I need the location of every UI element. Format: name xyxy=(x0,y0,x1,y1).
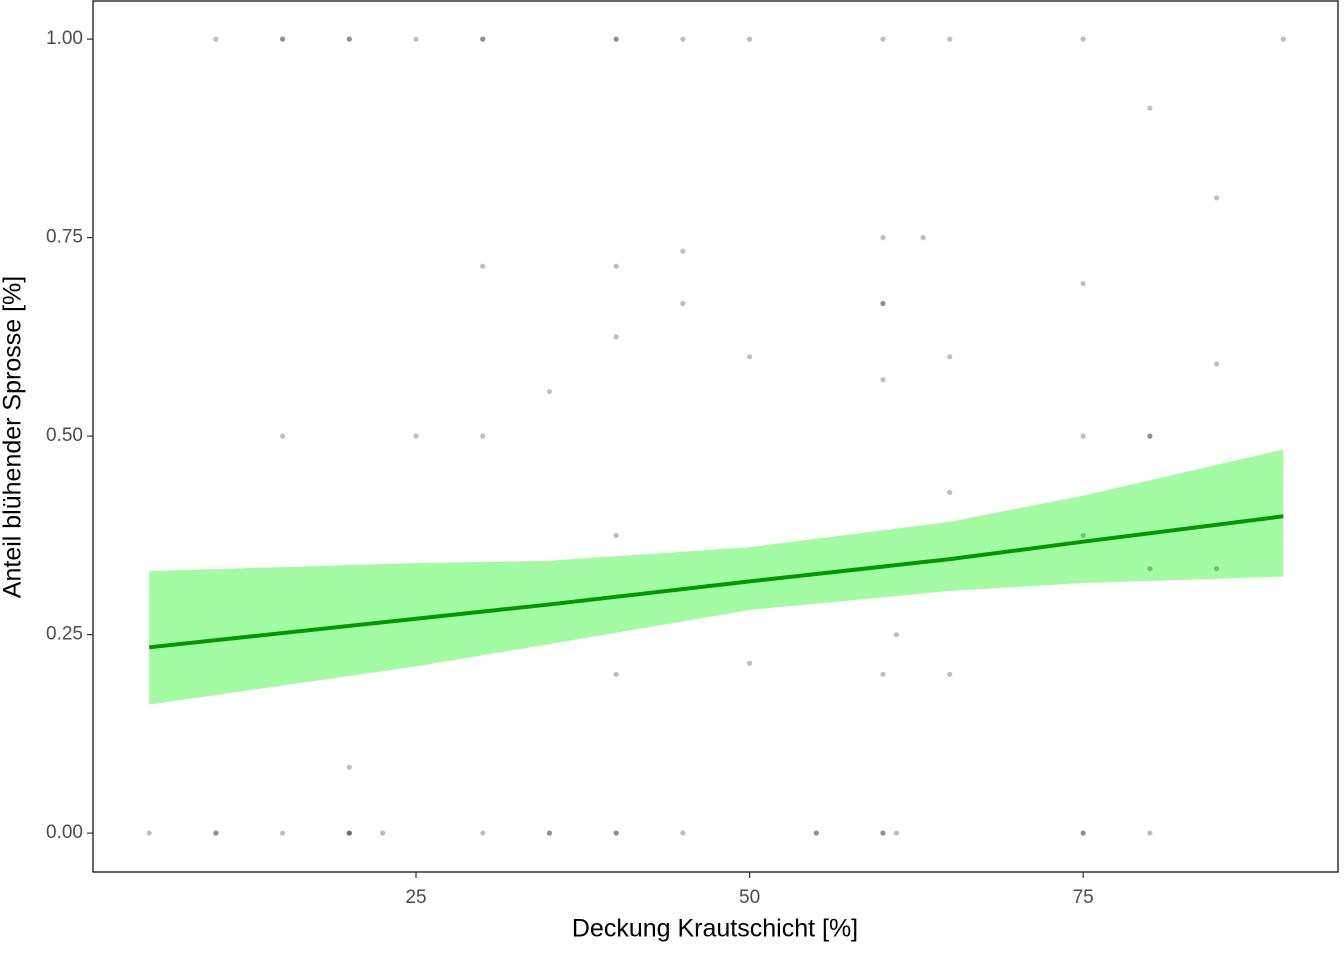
data-point xyxy=(1213,361,1220,367)
fit-line xyxy=(148,514,1284,650)
data-point xyxy=(947,36,953,42)
data-point xyxy=(346,36,352,42)
y-axis-title: Anteil blühender Sprosse [%] xyxy=(0,276,27,598)
data-point xyxy=(746,354,753,360)
data-point xyxy=(880,300,886,307)
data-point xyxy=(346,764,352,770)
data-point xyxy=(1080,281,1086,287)
data-point xyxy=(546,389,553,395)
data-point xyxy=(893,631,899,638)
data-point xyxy=(1147,433,1153,439)
data-point xyxy=(880,830,886,836)
data-point xyxy=(546,830,553,836)
data-point xyxy=(680,830,686,836)
data-point xyxy=(1213,566,1220,572)
data-point xyxy=(920,235,926,241)
data-point xyxy=(346,830,352,836)
data-point xyxy=(279,36,286,42)
data-point xyxy=(1080,532,1086,538)
y-tick-label: 0.00 xyxy=(46,822,83,843)
data-point xyxy=(813,830,819,836)
y-tick-label: 0.25 xyxy=(46,624,83,645)
data-point xyxy=(880,300,886,307)
data-point xyxy=(613,671,619,677)
data-point xyxy=(279,433,286,439)
data-point xyxy=(613,334,619,340)
data-point xyxy=(146,830,152,836)
data-point xyxy=(680,300,686,307)
data-point xyxy=(613,830,619,836)
data-point xyxy=(947,354,953,360)
y-tick-label: 0.75 xyxy=(46,227,83,248)
data-point xyxy=(613,263,619,269)
data-point xyxy=(346,830,352,836)
data-point xyxy=(213,36,219,42)
x-tick-label: 75 xyxy=(1073,887,1094,908)
data-point xyxy=(279,36,286,42)
data-point xyxy=(1280,36,1286,42)
data-point xyxy=(279,830,286,836)
data-point xyxy=(1147,566,1153,572)
data-point xyxy=(380,830,386,836)
data-point xyxy=(346,36,352,42)
data-point xyxy=(480,830,486,836)
data-point xyxy=(1147,105,1153,111)
data-point xyxy=(680,248,686,254)
data-point xyxy=(1080,830,1086,836)
data-point xyxy=(346,830,352,836)
data-point xyxy=(813,830,819,836)
data-point xyxy=(947,489,953,496)
x-axis-title: Deckung Krautschicht [%] xyxy=(572,915,858,943)
x-tick-label: 50 xyxy=(739,887,760,908)
data-point xyxy=(480,36,486,42)
data-point xyxy=(1147,830,1153,836)
data-point xyxy=(1080,830,1086,836)
data-point xyxy=(480,263,486,269)
data-point xyxy=(213,830,219,836)
data-point xyxy=(613,830,619,836)
data-point xyxy=(546,830,553,836)
y-tick-label: 1.00 xyxy=(46,28,83,49)
data-point xyxy=(880,377,886,383)
data-point xyxy=(613,36,619,42)
data-point xyxy=(1213,195,1220,201)
data-point xyxy=(880,830,886,836)
y-tick-label: 0.50 xyxy=(46,425,83,446)
confidence-band xyxy=(149,449,1284,705)
x-tick-label: 25 xyxy=(405,887,426,908)
data-point xyxy=(1080,36,1086,42)
data-point xyxy=(880,671,886,677)
data-point xyxy=(613,36,619,42)
data-point xyxy=(413,36,419,42)
data-point xyxy=(1147,433,1153,439)
data-point xyxy=(680,36,686,42)
data-point xyxy=(893,830,899,836)
data-point xyxy=(213,830,219,836)
data-point xyxy=(947,671,953,677)
data-point xyxy=(880,36,886,42)
data-point xyxy=(746,36,753,42)
data-point xyxy=(480,36,486,42)
data-point xyxy=(746,660,753,666)
data-point xyxy=(413,433,419,439)
data-point xyxy=(480,433,486,439)
data-point xyxy=(1080,433,1086,439)
data-point xyxy=(880,235,886,241)
data-point xyxy=(613,532,619,538)
